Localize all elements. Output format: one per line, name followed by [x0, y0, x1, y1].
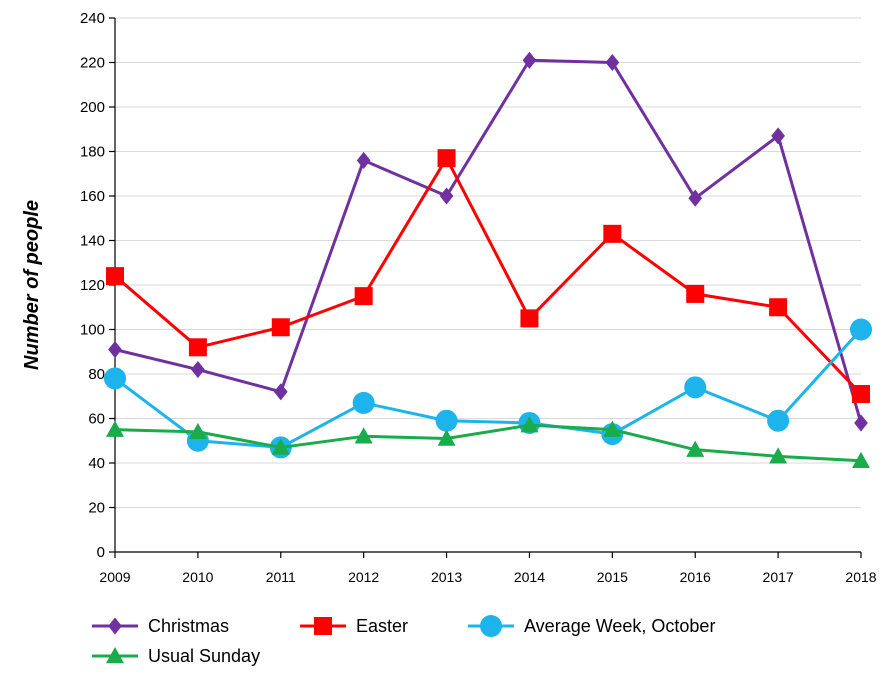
x-tick-label: 2013: [431, 569, 462, 585]
series-usual-sunday: [106, 416, 870, 468]
data-point-diamond: [108, 340, 122, 359]
y-tick-label: 60: [88, 411, 105, 428]
y-tick-label: 100: [80, 322, 105, 339]
x-tick-label: 2017: [763, 569, 794, 585]
data-point-diamond: [522, 51, 537, 69]
series-line: [114, 58, 863, 424]
data-point-square: [603, 224, 622, 243]
data-point-square: [852, 385, 870, 404]
y-tick-label: 240: [80, 10, 105, 27]
y-tick-label: 20: [88, 500, 105, 517]
legend-marker-triangle: [106, 647, 124, 664]
series-line: [114, 156, 863, 396]
legend-label: Usual Sunday: [148, 646, 260, 666]
data-point-triangle: [520, 416, 539, 433]
data-point-triangle: [106, 420, 124, 437]
data-point-circle: [352, 391, 375, 414]
data-point-square: [437, 149, 456, 168]
x-tick-label: 2009: [99, 569, 130, 585]
x-tick-label: 2016: [680, 569, 711, 585]
x-tick-label: 2011: [266, 569, 296, 585]
data-point-diamond: [854, 414, 868, 432]
series-line: [114, 328, 863, 449]
data-point-circle: [850, 318, 872, 341]
data-point-circle: [767, 409, 790, 432]
x-tick-label: 2014: [514, 569, 545, 585]
gridlines: [115, 17, 861, 508]
legend: Christmas Easter Average Week, October Usua…: [92, 615, 715, 666]
y-tick-label: 80: [88, 366, 105, 383]
data-point-square: [354, 287, 373, 306]
data-point-triangle: [852, 451, 870, 468]
axes: 0 20 40 60 80 100 120 140 160 180 200 220 240 2009 201…: [80, 10, 877, 585]
y-tick-label: 140: [80, 233, 105, 250]
data-point-circle: [684, 376, 707, 399]
legend-item-usual-sunday: Usual Sunday: [92, 646, 260, 666]
x-tick-label: 2015: [597, 569, 628, 585]
data-point-diamond: [605, 53, 620, 72]
y-tick-label: 180: [80, 144, 105, 161]
data-point-diamond: [273, 383, 288, 401]
series-average-week-october: [104, 318, 872, 459]
series-easter: [106, 149, 870, 404]
series-line: [114, 423, 862, 463]
data-point-circle: [435, 409, 458, 432]
data-point-diamond: [356, 151, 371, 169]
y-tick-label: 120: [80, 277, 105, 294]
data-point-square: [769, 298, 788, 317]
data-point-diamond: [439, 187, 454, 205]
data-point-triangle: [354, 427, 373, 444]
data-point-triangle: [686, 440, 705, 457]
data-point-triangle: [437, 429, 456, 446]
legend-item-average-week-october: Average Week, October: [468, 615, 715, 637]
data-point-triangle: [188, 422, 207, 440]
data-point-square: [520, 309, 539, 328]
legend-item-easter: Easter: [300, 616, 408, 636]
y-axis-title: Number of people: [21, 200, 43, 370]
x-tick-label: 2010: [182, 569, 213, 585]
legend-label: Easter: [356, 616, 408, 636]
data-point-square: [188, 338, 207, 357]
series-layer: [104, 51, 872, 468]
x-tick-label: 2018: [845, 569, 876, 585]
data-point-square: [271, 318, 290, 337]
legend-label: Christmas: [148, 616, 229, 636]
data-point-square: [106, 267, 124, 286]
data-point-square: [686, 284, 705, 303]
y-tick-label: 160: [80, 188, 105, 205]
legend-label: Average Week, October: [524, 616, 715, 636]
y-tick-label: 220: [80, 55, 105, 72]
legend-marker-circle: [480, 615, 502, 637]
legend-marker-square: [314, 617, 332, 635]
legend-item-christmas: Christmas: [92, 616, 229, 636]
data-point-circle: [104, 367, 126, 390]
legend-marker-diamond: [108, 617, 122, 635]
y-tick-label: 40: [88, 455, 105, 472]
y-tick-label: 200: [80, 99, 105, 116]
x-tick-label: 2012: [348, 569, 379, 585]
data-point-triangle: [769, 447, 788, 464]
series-christmas: [108, 51, 868, 432]
data-point-diamond: [191, 361, 205, 379]
data-point-diamond: [771, 127, 785, 145]
y-tick-label: 0: [97, 544, 105, 561]
data-point-triangle: [271, 438, 290, 455]
data-point-triangle: [603, 420, 622, 437]
data-point-diamond: [688, 189, 703, 207]
